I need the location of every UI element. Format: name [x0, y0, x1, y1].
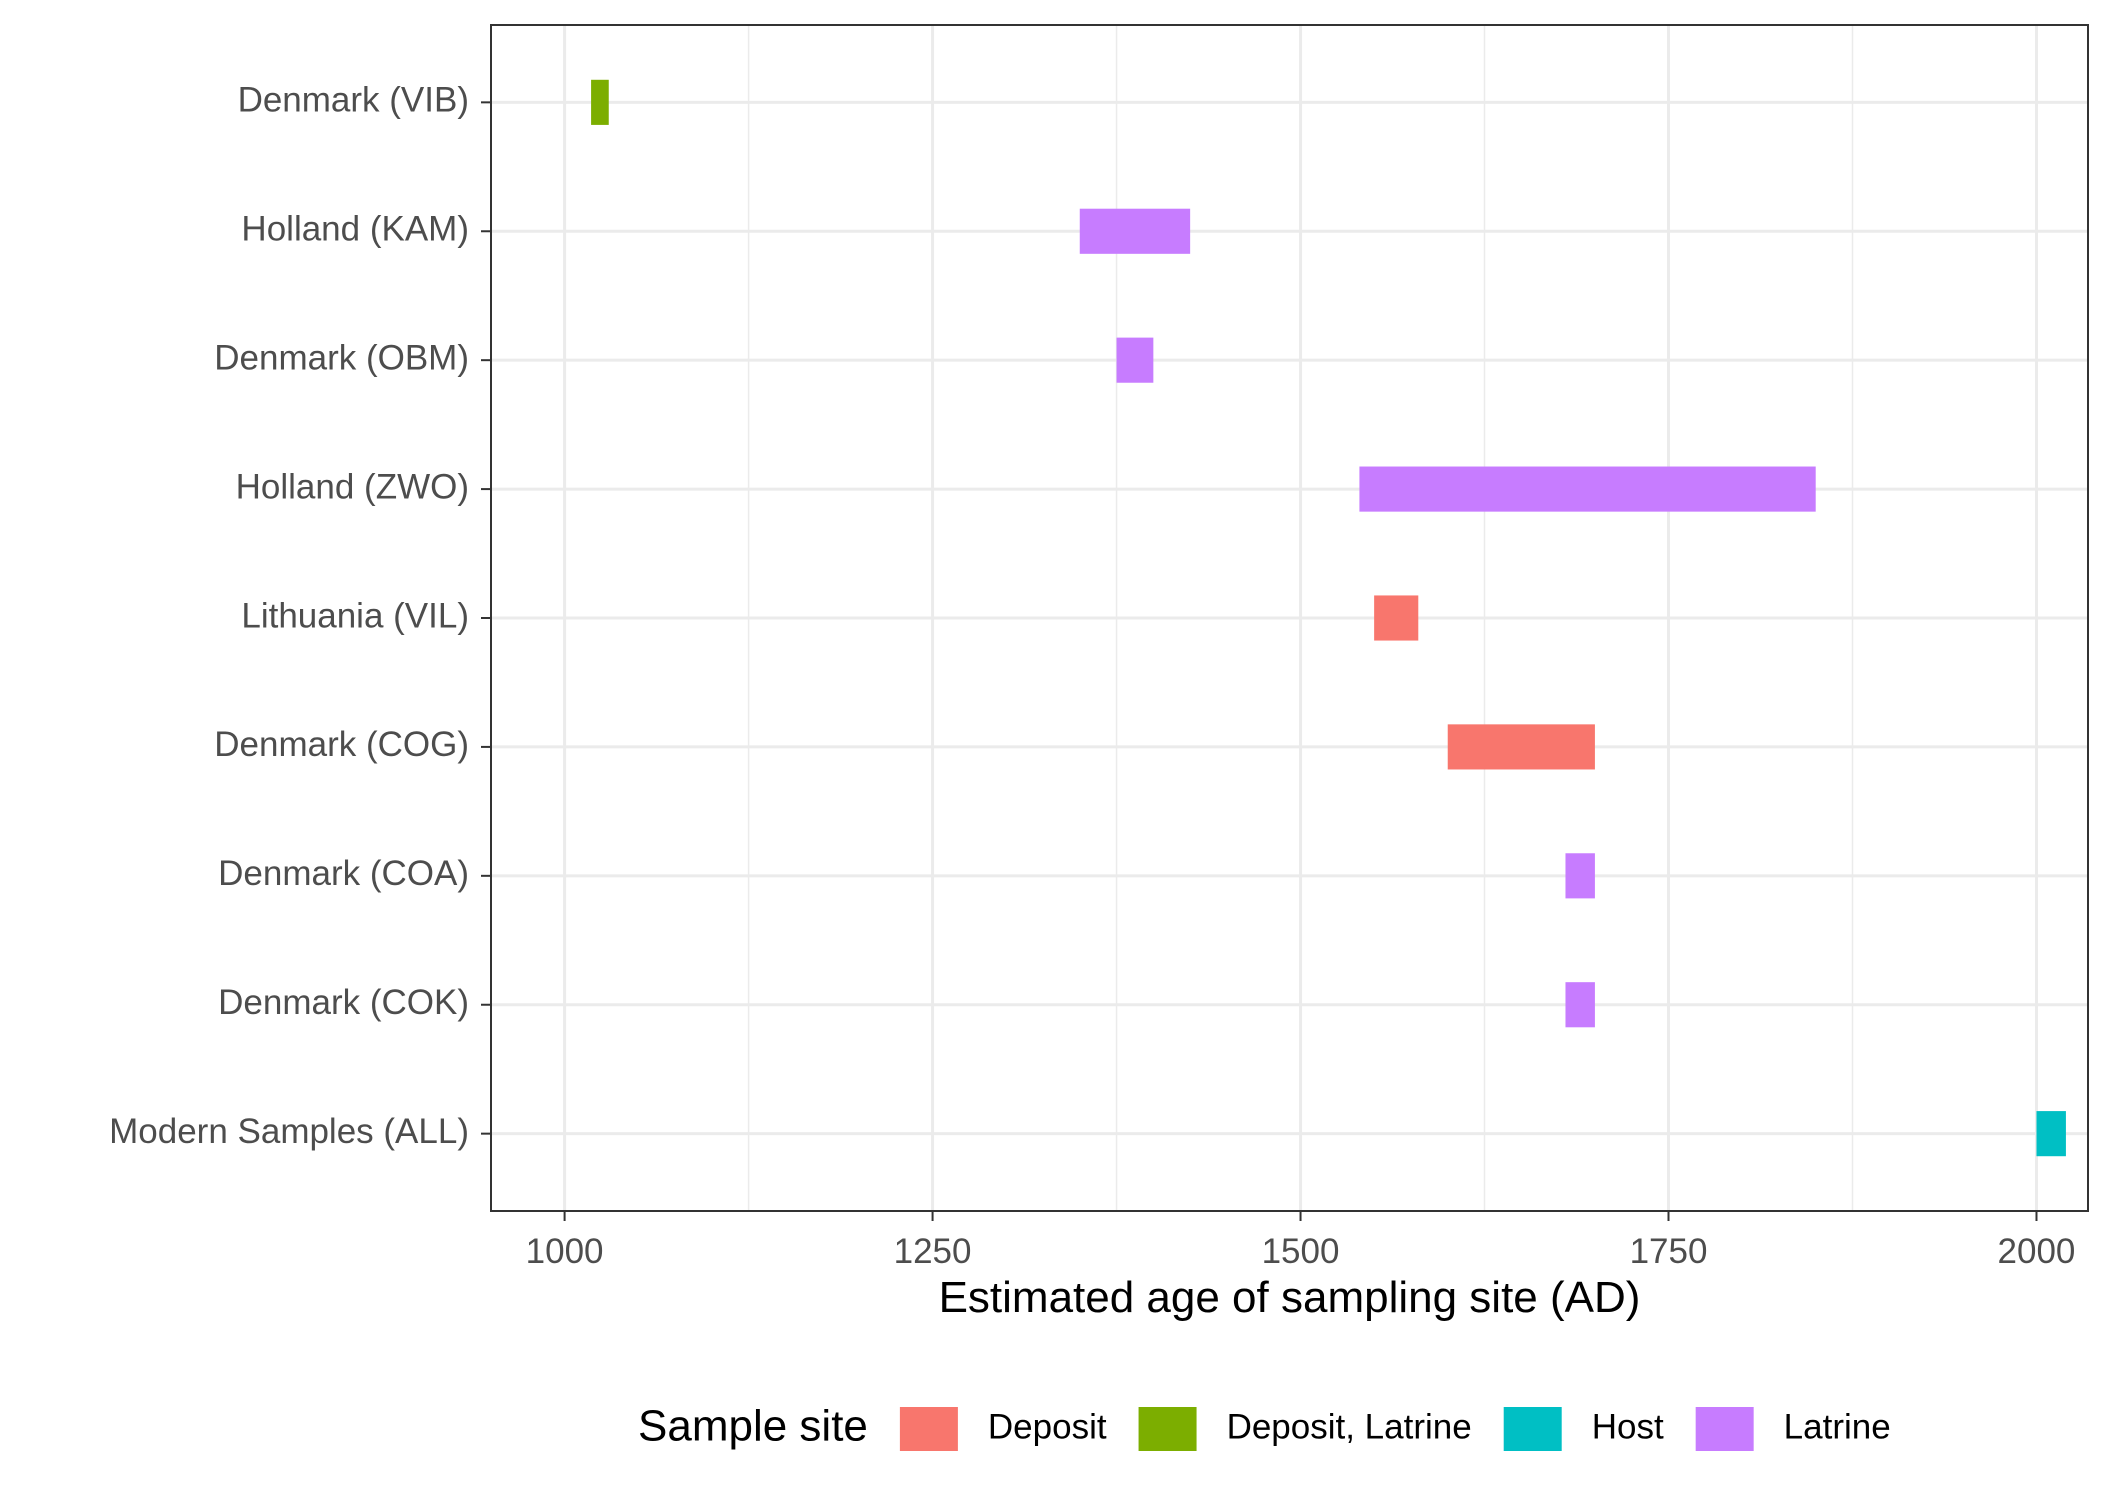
y-tick-label: Denmark (OBM)	[214, 338, 469, 377]
y-tick-label: Holland (KAM)	[241, 210, 469, 249]
bar	[591, 79, 609, 125]
legend-title: Sample site	[638, 1402, 868, 1451]
bar	[1374, 595, 1419, 641]
x-axis-title: Estimated age of sampling site (AD)	[939, 1273, 1641, 1322]
legend-label: Latrine	[1784, 1407, 1891, 1446]
y-tick-label: Modern Samples (ALL)	[109, 1112, 469, 1151]
bar	[1359, 466, 1816, 512]
legend-swatch	[1503, 1407, 1562, 1451]
y-tick-label: Lithuania (VIL)	[241, 596, 469, 635]
legend-label: Deposit, Latrine	[1227, 1407, 1472, 1446]
x-tick-label: 2000	[1998, 1232, 2076, 1271]
legend-swatch	[1695, 1407, 1754, 1451]
bar	[1116, 337, 1154, 383]
legend-swatch	[899, 1407, 958, 1451]
bar	[1565, 853, 1595, 899]
x-tick-label: 1750	[1630, 1232, 1708, 1271]
grid-layer	[491, 25, 2088, 1211]
bar	[2036, 1111, 2066, 1157]
axis-layer: 1000 1250 1500 1750 2000 Denmark (VIB) Holland…	[109, 81, 2075, 1271]
y-tick-label: Holland (ZWO)	[236, 467, 469, 506]
x-tick-label: 1250	[894, 1232, 972, 1271]
y-tick-label: Denmark (COG)	[214, 725, 469, 764]
legend: Sample site Deposit Deposit, Latrine Host L…	[638, 1402, 1891, 1451]
y-tick-label: Denmark (VIB)	[238, 81, 469, 120]
bar-layer	[591, 79, 2066, 1157]
legend-label: Host	[1592, 1407, 1664, 1446]
y-tick-label: Denmark (COK)	[218, 983, 469, 1022]
bar	[1079, 208, 1191, 254]
legend-swatch	[1138, 1407, 1197, 1451]
bar	[1447, 724, 1595, 770]
x-tick-label: 1000	[526, 1232, 604, 1271]
legend-label: Deposit	[988, 1407, 1107, 1446]
y-tick-label: Denmark (COA)	[218, 854, 469, 893]
bar	[1565, 982, 1595, 1028]
x-tick-label: 1500	[1262, 1232, 1340, 1271]
